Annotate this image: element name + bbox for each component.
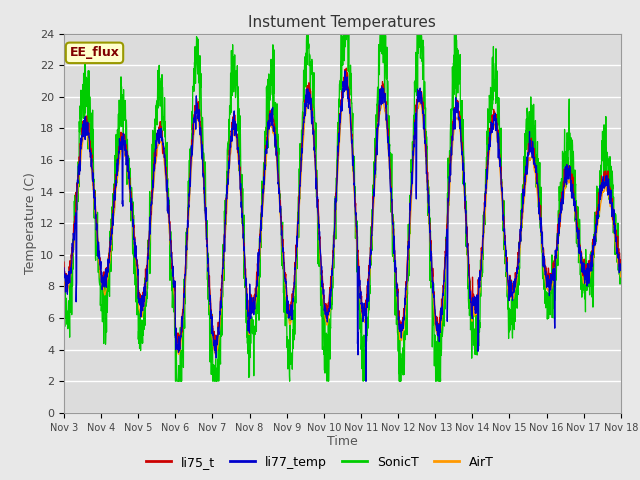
Y-axis label: Temperature (C): Temperature (C) [24, 172, 37, 274]
Text: EE_flux: EE_flux [70, 47, 120, 60]
Legend: li75_t, li77_temp, SonicT, AirT: li75_t, li77_temp, SonicT, AirT [141, 451, 499, 474]
Title: Instument Temperatures: Instument Temperatures [248, 15, 436, 30]
X-axis label: Time: Time [327, 435, 358, 448]
